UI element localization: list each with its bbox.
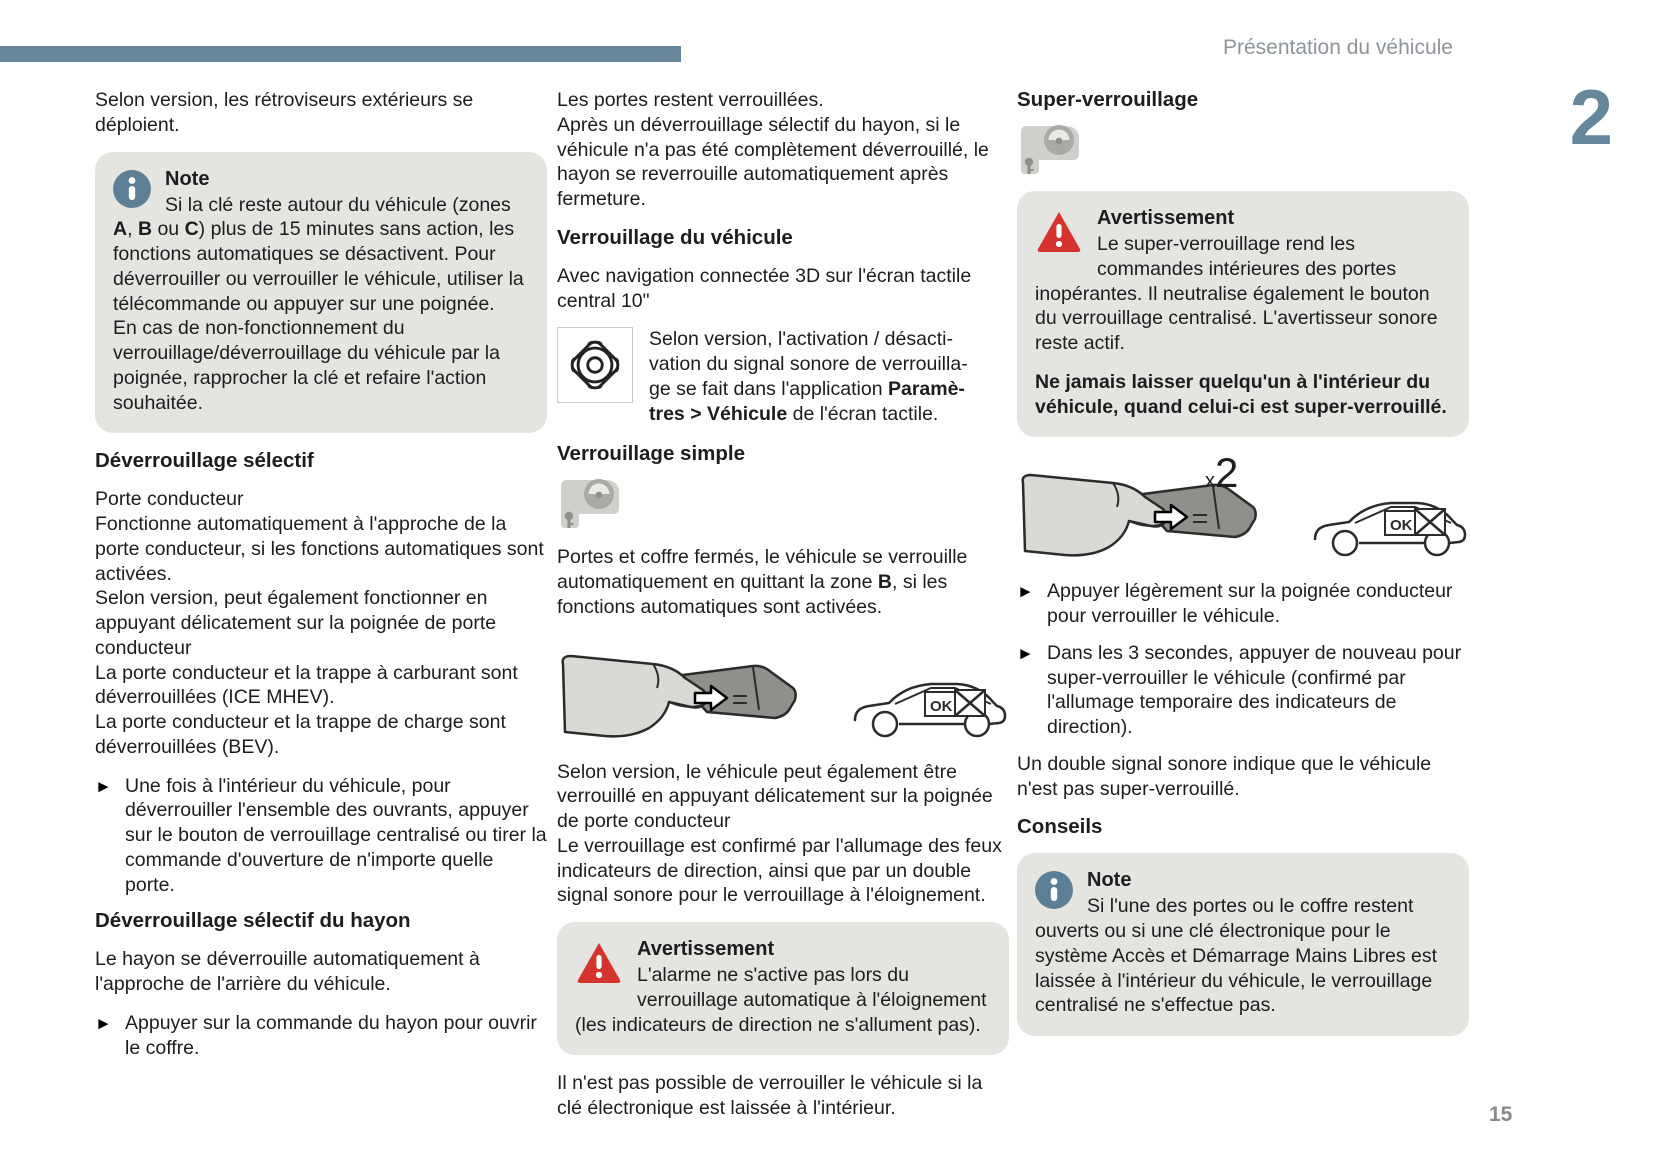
top-accent-bar xyxy=(0,46,681,62)
column-1: Selon version, les rétroviseurs extérieu… xyxy=(95,88,547,1072)
instruction-bullet: ► Dans les 3 secondes, appuyer de nouvea… xyxy=(1017,641,1469,740)
bullet-arrow-icon: ► xyxy=(95,1013,112,1033)
super-lock-illustration: x2 OK xyxy=(1017,449,1469,565)
car-locked-status-illustration: OK xyxy=(1313,502,1467,557)
page-number: 15 xyxy=(1489,1103,1513,1126)
warning-title: Avertissement xyxy=(637,938,775,960)
warning-box: Avertissement L'alarme ne s'active pas l… xyxy=(557,922,1009,1056)
warning-body: Le super-verrouillage rend les commandes… xyxy=(1035,233,1438,354)
section-heading: Verrouillage du véhicule xyxy=(557,225,793,249)
column-2: Les portes restent verrouillées. Après u… xyxy=(557,88,1009,1135)
info-icon xyxy=(1035,871,1073,910)
paragraph: Un double signal sonore indique que le v… xyxy=(1017,752,1432,800)
paragraph: Il n'est pas possible de verrouiller le … xyxy=(557,1072,983,1119)
instruction-bullet: ► Une fois à l'intérieur du véhicule, po… xyxy=(95,774,547,898)
bullet-text: Appuyer sur la commande du hayon pour ou… xyxy=(125,1011,537,1059)
bullet-arrow-icon: ► xyxy=(1017,582,1034,602)
hand-on-door-handle-illustration xyxy=(561,654,797,738)
warning-title: Avertissement xyxy=(1097,207,1235,229)
paragraph: Selon version, les rétroviseurs extérieu… xyxy=(95,89,474,136)
note-title: Note xyxy=(1087,869,1132,892)
lock-illustration: OK xyxy=(557,634,1009,746)
bullet-text: Appuyer légèrement sur la poignée conduc… xyxy=(1047,580,1453,627)
section-heading: Déverrouillage sélectif du hayon xyxy=(95,909,411,933)
info-icon xyxy=(113,169,151,208)
paragraph: Portes et coffre fermés, le véhicule se … xyxy=(557,546,968,618)
note-box: Note Si la clé reste autour du véhicule … xyxy=(95,151,547,434)
bullet-text: Dans les 3 secondes, appuyer de nouveau … xyxy=(1047,641,1462,738)
settings-instruction-text: Selon version, l'activation / désacti- v… xyxy=(649,328,968,425)
paragraph: Selon version, le véhicule peut égalemen… xyxy=(557,760,1002,907)
press-twice-label: x2 xyxy=(1205,449,1239,497)
gear-icon-frame xyxy=(557,327,633,404)
note-title: Note xyxy=(165,167,210,190)
column-3: Super-verrouillage Avertissement Le supe… xyxy=(1017,88,1469,1052)
warning-emphasis: Ne jamais laisser quelqu'un à l'intérieu… xyxy=(1035,370,1447,418)
paragraph: Le hayon se déverrouille automatiquement… xyxy=(95,948,480,995)
car-ok-label: OK xyxy=(930,698,953,715)
section-heading: Déverrouillage sélectif xyxy=(95,449,314,473)
instruction-bullet: ► Appuyer légèrement sur la poignée cond… xyxy=(1017,579,1469,629)
settings-instruction: Selon version, l'activation / désacti- v… xyxy=(557,327,1009,426)
section-heading: Verrouillage simple xyxy=(557,442,745,466)
bullet-arrow-icon: ► xyxy=(95,776,112,796)
chapter-number: 2 xyxy=(1569,73,1613,161)
keyless-steering-icon xyxy=(1021,125,1079,174)
paragraph: Les portes restent verrouillées. Après u… xyxy=(557,89,989,210)
section-heading: Super-verrouillage xyxy=(1017,88,1199,111)
warning-box: Avertissement Le super-verrouillage rend… xyxy=(1017,191,1469,438)
car-locked-status-illustration: OK xyxy=(853,682,1007,737)
page-header-title: Présentation du véhicule xyxy=(1223,36,1453,59)
note-box: Note Si l'une des portes ou le coffre re… xyxy=(1017,853,1469,1036)
bullet-arrow-icon: ► xyxy=(1017,643,1034,663)
car-ok-label: OK xyxy=(1390,517,1413,534)
paragraph: Avec navigation connectée 3D sur l'écran… xyxy=(557,264,972,312)
gear-icon xyxy=(567,337,623,393)
note-body: Si la clé reste autour du véhicule (zone… xyxy=(113,193,524,414)
warning-body: L'alarme ne s'active pas lors du verroui… xyxy=(575,964,987,1036)
section-heading: Conseils xyxy=(1017,815,1103,839)
note-body: Si l'une des portes ou le coffre restent… xyxy=(1035,895,1438,1017)
warning-triangle-icon xyxy=(1037,212,1081,252)
warning-triangle-icon xyxy=(577,943,621,983)
bullet-text: Une fois à l'intérieur du véhicule, pour… xyxy=(125,774,547,896)
paragraph: Porte conducteur Fonctionne automatiquem… xyxy=(95,488,544,758)
instruction-bullet: ► Appuyer sur la commande du hayon pour … xyxy=(95,1011,547,1061)
keyless-steering-icon xyxy=(561,479,619,529)
